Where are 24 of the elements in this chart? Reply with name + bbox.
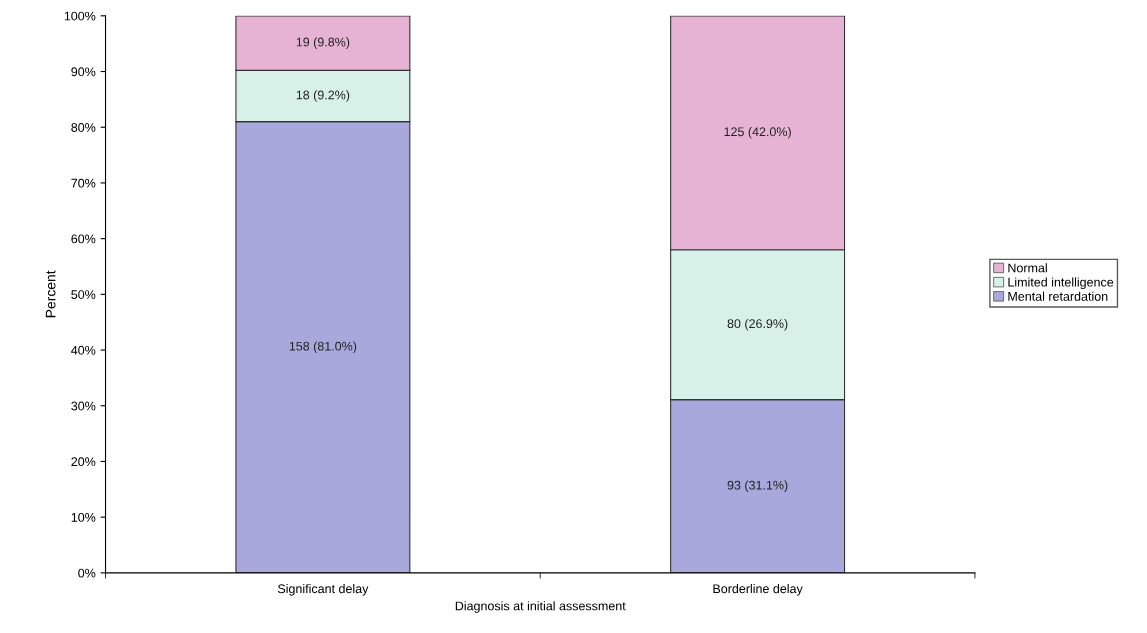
y-tick-label: 100% [64, 11, 96, 21]
legend-label: Limited intelligence [1008, 277, 1114, 290]
y-tick-label: 90% [71, 67, 96, 77]
y-tick-label: 40% [71, 345, 96, 355]
data-label: 19 (9.8%) [296, 37, 350, 49]
x-tick-label: Significant delay [277, 583, 369, 596]
y-tick-label: 80% [71, 123, 96, 132]
x-axis-title: Diagnosis at initial assessment [455, 601, 626, 613]
legend-label: Normal [1008, 263, 1047, 273]
y-tick-label: 50% [71, 290, 96, 299]
y-axis-title: Percent [45, 270, 56, 318]
y-tick-label: 70% [71, 178, 96, 188]
y-tick-label: 10% [71, 512, 96, 522]
data-label: 80 (26.9%) [727, 318, 788, 331]
y-tick-label: 20% [71, 457, 96, 467]
y-tick-label: 0% [78, 568, 96, 578]
y-tick-label: 60% [71, 234, 96, 244]
data-label: 158 (81.0%) [289, 341, 357, 354]
data-label: 125 (42.0%) [724, 126, 791, 139]
data-label: 18 (9.2%) [296, 90, 350, 102]
data-label: 93 (31.1%) [727, 480, 788, 493]
legend-label: Mental retardation [1008, 291, 1108, 301]
x-tick-label: Borderline delay [713, 583, 803, 596]
y-tick-label: 30% [71, 401, 96, 411]
